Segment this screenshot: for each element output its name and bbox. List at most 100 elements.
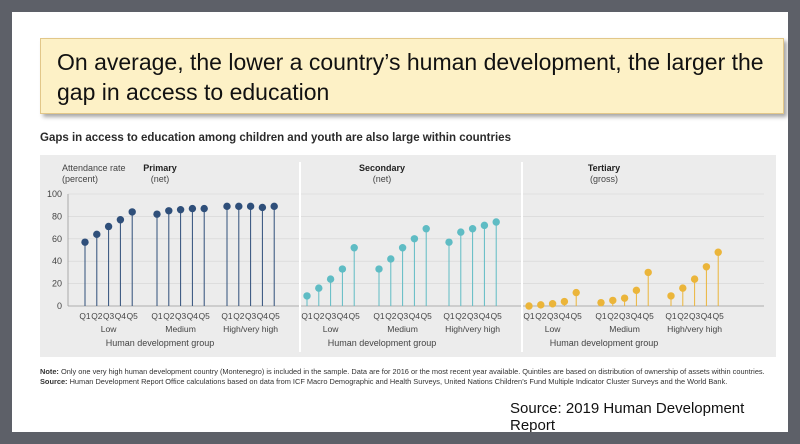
data-point bbox=[128, 208, 136, 216]
group-label: Low bbox=[323, 324, 340, 334]
quintile-label: Q1 bbox=[595, 311, 607, 321]
x-axis-label: Human development group bbox=[328, 338, 437, 348]
group-label: Medium bbox=[387, 324, 418, 334]
y-tick-label: 0 bbox=[57, 301, 62, 311]
group-label: Low bbox=[545, 324, 562, 334]
data-point bbox=[548, 300, 557, 308]
source-text: Human Development Report Office calculat… bbox=[69, 377, 728, 386]
panel-subtitle: (net) bbox=[373, 174, 392, 184]
note-text: Only one very high human development cou… bbox=[60, 367, 765, 376]
data-point bbox=[468, 225, 477, 233]
data-point bbox=[315, 284, 323, 292]
quintile-label: Q3 bbox=[175, 311, 187, 321]
data-point bbox=[176, 205, 185, 214]
data-point bbox=[679, 284, 687, 292]
data-point bbox=[560, 297, 569, 306]
quintile-label: Q2 bbox=[313, 311, 325, 321]
quintile-label: Q4 bbox=[337, 311, 349, 321]
data-point bbox=[188, 204, 197, 213]
note-line: Note: Only one very high human developme… bbox=[40, 367, 780, 377]
data-point bbox=[235, 202, 243, 211]
chart-note: Note: Only one very high human developme… bbox=[40, 367, 780, 387]
x-axis-label: Human development group bbox=[106, 338, 215, 348]
group-label: High/very high bbox=[667, 324, 722, 334]
data-point bbox=[258, 203, 267, 212]
source-label: Source: bbox=[40, 377, 68, 386]
quintile-label: Q1 bbox=[151, 311, 163, 321]
data-point bbox=[81, 238, 89, 246]
quintile-label: Q4 bbox=[115, 311, 127, 321]
data-point bbox=[246, 202, 255, 211]
data-point bbox=[457, 228, 465, 236]
source-line: Source: Human Development Report Office … bbox=[40, 377, 780, 387]
data-point bbox=[714, 248, 722, 256]
quintile-label: Q1 bbox=[443, 311, 455, 321]
data-point bbox=[153, 210, 161, 218]
data-point bbox=[410, 235, 419, 243]
data-point bbox=[422, 225, 430, 233]
panel-subtitle: (gross) bbox=[590, 174, 618, 184]
data-point bbox=[270, 202, 278, 211]
quintile-label: Q4 bbox=[479, 311, 491, 321]
quintile-label: Q1 bbox=[373, 311, 385, 321]
data-point bbox=[702, 263, 711, 271]
headline-text: On average, the lower a country’s human … bbox=[57, 47, 777, 107]
data-point bbox=[644, 268, 652, 277]
y-axis-label-line-1: Attendance rate bbox=[62, 163, 126, 173]
group-label: Medium bbox=[609, 324, 640, 334]
quintile-label: Q5 bbox=[127, 311, 139, 321]
group-label: Medium bbox=[165, 324, 196, 334]
data-point bbox=[398, 244, 407, 252]
y-axis-label-line-2: (percent) bbox=[62, 174, 98, 184]
slide: On average, the lower a country’s human … bbox=[12, 12, 788, 432]
quintile-label: Q4 bbox=[701, 311, 713, 321]
data-point bbox=[572, 288, 580, 297]
data-point bbox=[165, 207, 173, 215]
quintile-label: Q5 bbox=[571, 311, 583, 321]
data-point bbox=[690, 275, 699, 283]
quintile-label: Q3 bbox=[325, 311, 337, 321]
data-point bbox=[525, 302, 533, 310]
data-point bbox=[667, 292, 675, 300]
headline-line-1: On average, the lower a country’s human … bbox=[57, 49, 764, 75]
quintile-label: Q5 bbox=[713, 311, 725, 321]
quintile-label: Q4 bbox=[559, 311, 571, 321]
data-point bbox=[350, 244, 358, 252]
data-point bbox=[492, 218, 500, 226]
y-tick-label: 60 bbox=[52, 234, 62, 244]
group-label: High/very high bbox=[223, 324, 278, 334]
quintile-label: Q3 bbox=[467, 311, 479, 321]
quintile-label: Q2 bbox=[455, 311, 467, 321]
panel-subtitle: (net) bbox=[151, 174, 170, 184]
data-point bbox=[480, 221, 489, 230]
quintile-label: Q1 bbox=[523, 311, 535, 321]
group-label: Low bbox=[101, 324, 118, 334]
quintile-label: Q1 bbox=[301, 311, 313, 321]
quintile-label: Q1 bbox=[221, 311, 233, 321]
chart-subtitle: Gaps in access to education among childr… bbox=[40, 132, 511, 144]
note-label: Note: bbox=[40, 367, 59, 376]
quintile-label: Q5 bbox=[421, 311, 433, 321]
data-point bbox=[375, 265, 383, 273]
quintile-label: Q2 bbox=[163, 311, 175, 321]
x-axis-label: Human development group bbox=[550, 338, 659, 348]
y-tick-label: 40 bbox=[52, 256, 62, 266]
data-point bbox=[338, 265, 347, 273]
quintile-label: Q2 bbox=[233, 311, 245, 321]
plot-background bbox=[40, 155, 776, 357]
panel-title: Secondary bbox=[359, 163, 405, 173]
attendance-chart: Attendance rate(percent) 0 20 40 60 80 100 Prim… bbox=[47, 162, 764, 352]
quintile-label: Q2 bbox=[91, 311, 103, 321]
data-point bbox=[104, 222, 113, 231]
data-point bbox=[303, 292, 311, 300]
data-point bbox=[200, 204, 208, 213]
data-point bbox=[609, 296, 617, 305]
quintile-label: Q3 bbox=[689, 311, 701, 321]
panel-title: Primary bbox=[143, 163, 177, 173]
data-point bbox=[326, 275, 335, 283]
y-tick-label: 100 bbox=[47, 189, 62, 199]
data-point bbox=[597, 298, 605, 307]
quintile-label: Q2 bbox=[677, 311, 689, 321]
quintile-label: Q2 bbox=[607, 311, 619, 321]
data-point bbox=[632, 286, 641, 295]
